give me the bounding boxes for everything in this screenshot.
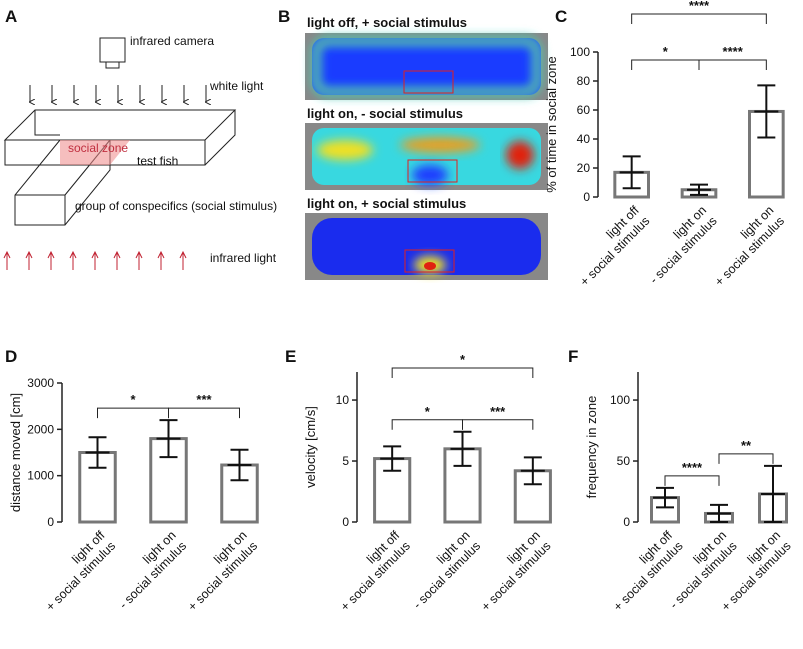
significance-bracket	[391, 367, 534, 378]
y-tick-label: 1000	[27, 469, 54, 483]
ir-arrow-head	[157, 250, 165, 259]
heatmap	[305, 33, 548, 100]
ir-arrow-head	[3, 250, 11, 259]
ir-arrow-head	[91, 250, 99, 259]
significance-label: *	[425, 404, 431, 419]
y-tick-label: 100	[610, 393, 630, 407]
y-tick-label: 60	[577, 103, 591, 117]
y-axis-label: frequency in zone	[584, 396, 599, 499]
zone-label: social zone	[68, 141, 128, 155]
heatmap	[305, 213, 548, 280]
y-tick-label: 0	[583, 190, 590, 204]
ir-arrow-head	[135, 250, 143, 259]
significance-label: *	[130, 392, 136, 407]
y-tick-label: 10	[336, 393, 350, 407]
y-tick-label: 50	[617, 454, 631, 468]
significance-label: ***	[490, 404, 506, 419]
significance-bracket	[97, 407, 169, 419]
panel-label: B	[278, 7, 290, 26]
camera-label: infrared camera	[130, 34, 214, 48]
x-tick-label: light on- social stimulus	[400, 528, 483, 611]
ir-arrow-head	[179, 250, 187, 259]
significance-bracket	[631, 13, 767, 24]
heatmap-title: light off, + social stimulus	[307, 15, 467, 30]
significance-bracket	[168, 407, 240, 419]
panel-label: E	[285, 347, 296, 366]
y-tick-label: 80	[577, 74, 591, 88]
panel-label: C	[555, 7, 567, 26]
y-tick-label: 3000	[27, 376, 54, 390]
ir-arrow-head	[69, 250, 77, 259]
significance-bracket	[462, 419, 534, 430]
y-tick-label: 0	[342, 515, 349, 529]
y-tick-label: 2000	[27, 422, 54, 436]
significance-bracket	[718, 453, 774, 464]
y-tick-label: 20	[577, 161, 591, 175]
ir-label: infrared light	[210, 251, 277, 265]
significance-bracket	[391, 419, 463, 430]
y-tick-label: 100	[570, 45, 590, 59]
significance-label: **	[741, 438, 752, 453]
y-axis-label: % of time in social zone	[544, 56, 559, 193]
light-label: white light	[209, 79, 264, 93]
heatmap-title: light on, + social stimulus	[307, 196, 466, 211]
significance-label: *	[663, 44, 669, 59]
significance-label: ****	[682, 460, 703, 475]
setup-diagram	[3, 37, 237, 226]
x-tick-label: light on- social stimulus	[106, 528, 189, 611]
x-tick-label: light on+ social stimulus	[468, 528, 554, 614]
ir-arrow-head	[113, 250, 121, 259]
significance-bracket	[698, 59, 767, 70]
x-tick-label: light on+ social stimulus	[701, 203, 787, 289]
ir-arrow-head	[25, 250, 33, 259]
significance-bracket	[631, 59, 700, 70]
x-tick-label: light off+ social stimulus	[33, 528, 119, 614]
y-axis-label: distance moved [cm]	[8, 393, 23, 512]
heatmap	[305, 123, 548, 190]
y-tick-label: 5	[342, 454, 349, 468]
panel-label: D	[5, 347, 17, 366]
stimulus-label: group of conspecifics (social stimulus)	[75, 199, 277, 213]
heatmap-title: light on, - social stimulus	[307, 106, 463, 121]
x-tick-label: light off+ social stimulus	[567, 203, 653, 289]
y-tick-label: 0	[623, 515, 630, 529]
y-axis-label: velocity [cm/s]	[303, 406, 318, 488]
y-tick-label: 40	[577, 132, 591, 146]
ir-arrows	[3, 250, 187, 270]
significance-bracket	[664, 475, 720, 486]
panel-label: F	[568, 347, 578, 366]
significance-label: ***	[196, 392, 212, 407]
panel-label: A	[5, 7, 17, 26]
x-tick-label: light off+ social stimulus	[327, 528, 413, 614]
x-tick-label: light on+ social stimulus	[175, 528, 261, 614]
ir-arrow-head	[47, 250, 55, 259]
significance-label: ****	[723, 44, 744, 59]
x-tick-label: light on- social stimulus	[636, 203, 719, 286]
significance-label: *	[460, 352, 466, 367]
significance-label: ****	[689, 0, 710, 13]
y-tick-label: 0	[47, 515, 54, 529]
fish-label: test fish	[137, 154, 178, 168]
